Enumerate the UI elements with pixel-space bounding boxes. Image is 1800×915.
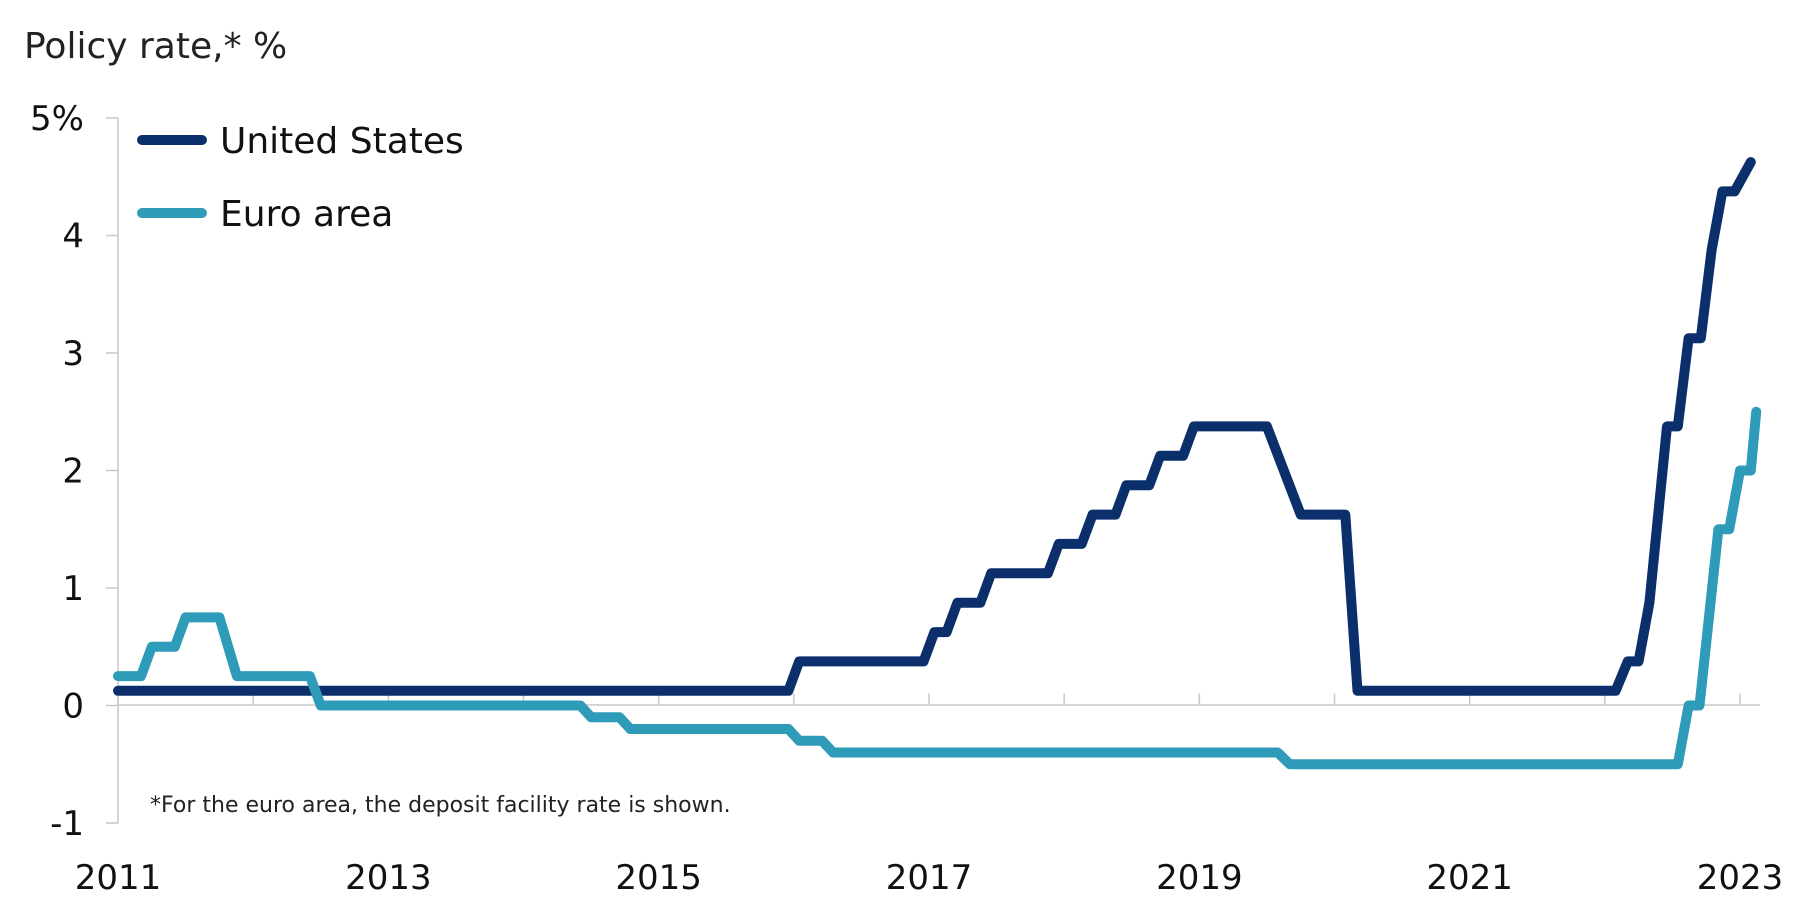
series-lines [113, 157, 1762, 770]
x-tick-label: 2023 [1697, 858, 1784, 898]
x-tick-label: 2015 [615, 858, 702, 898]
x-tick-label: 2019 [1156, 858, 1243, 898]
legend: United States Euro area [137, 121, 464, 235]
footnote: *For the euro area, the deposit facility… [150, 793, 731, 818]
x-tick-label: 2013 [345, 858, 432, 898]
y-tick-label: 5% [30, 99, 84, 139]
y-tick-label: 4 [62, 217, 84, 257]
series-line-euro-area [113, 406, 1762, 770]
y-tick-label: 0 [62, 687, 84, 727]
legend-label-euro-area: Euro area [220, 194, 393, 235]
x-tick-label: 2017 [886, 858, 973, 898]
x-tick-label: 2021 [1426, 858, 1513, 898]
x-tick-label: 2011 [75, 858, 162, 898]
y-tick-label: 3 [62, 334, 84, 374]
y-tick-label: 2 [62, 452, 84, 492]
y-axis-ticks: 5% 4 3 2 1 0 -1 [30, 99, 118, 844]
y-tick-label: 1 [62, 569, 84, 609]
series-line-united-states [113, 157, 1756, 696]
legend-label-united-states: United States [220, 121, 464, 162]
y-tick-label: -1 [50, 804, 84, 844]
x-axis-ticks: 2011 2013 2015 2017 2019 2021 2023 [75, 693, 1784, 898]
y-axis-title: Policy rate,* % [24, 26, 287, 67]
